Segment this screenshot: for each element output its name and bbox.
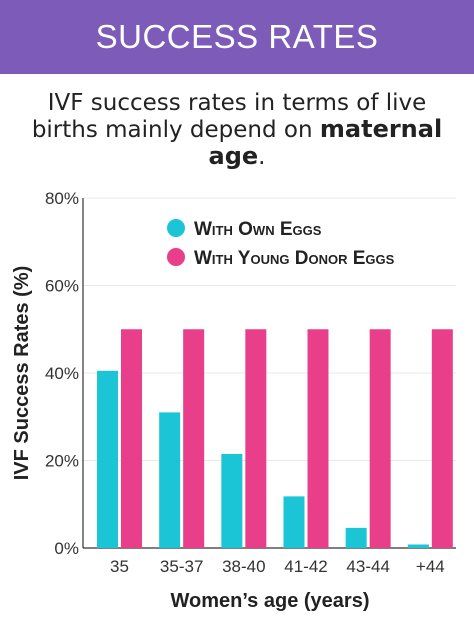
bar-own-eggs <box>159 412 181 548</box>
subtitle-suffix: . <box>258 144 266 170</box>
bar-donor-eggs <box>369 329 391 548</box>
bar-own-eggs <box>97 370 118 548</box>
y-tick-label: 40% <box>45 364 79 383</box>
x-axis-title: Women’s age (years) <box>171 590 370 612</box>
legend-marker-own-eggs <box>167 219 185 237</box>
subtitle-emphasis: maternal age <box>208 115 443 170</box>
page-title: SUCCESS RATES <box>95 18 379 55</box>
title-banner: SUCCESS RATES <box>0 0 474 74</box>
x-tick-label: 35-37 <box>160 557 203 576</box>
x-tick-label: 38-40 <box>222 557 265 576</box>
y-axis-title: IVF Success Rates (%) <box>11 266 33 481</box>
y-tick-label: 80% <box>45 189 79 208</box>
bar-own-eggs <box>345 527 367 548</box>
bar-donor-eggs <box>183 329 205 548</box>
x-tick-label: 41-42 <box>284 557 327 576</box>
x-tick-label: 35 <box>110 557 129 576</box>
bar-own-eggs <box>407 544 429 548</box>
y-tick-label: 20% <box>45 452 79 471</box>
x-tick-label: 43-44 <box>346 557 389 576</box>
bar-donor-eggs <box>245 329 267 548</box>
bar-donor-eggs <box>431 329 453 548</box>
bar-donor-eggs <box>307 329 329 548</box>
legend-label-donor-eggs: With Young Donor Eggs <box>194 248 395 269</box>
legend-label-own-eggs: With Own Eggs <box>194 219 322 240</box>
bar-own-eggs <box>283 496 305 548</box>
y-tick-label: 0% <box>54 539 79 558</box>
bar-donor-eggs <box>121 329 142 548</box>
legend-marker-donor-eggs <box>167 248 185 266</box>
bar-own-eggs <box>221 453 243 548</box>
subtitle-text: IVF success rates in terms of live birth… <box>31 90 427 143</box>
y-tick-label: 60% <box>45 277 79 296</box>
x-tick-label: +44 <box>416 557 445 576</box>
subtitle: IVF success rates in terms of live birth… <box>20 90 454 170</box>
